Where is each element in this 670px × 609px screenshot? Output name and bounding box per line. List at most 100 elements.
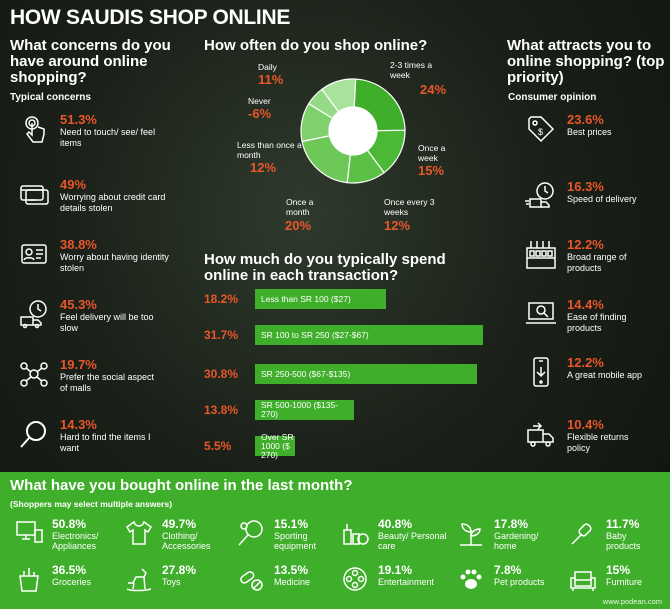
freq-pct-2-3-week: 24% (420, 82, 447, 97)
attract-label: A great mobile app (567, 370, 643, 380)
spend-bar: Over SR 1000 ($ 270) (255, 432, 295, 459)
bought-pct: 15.1% (274, 517, 309, 531)
attract-label: Broad range of products (567, 252, 627, 273)
bought-pct: 7.8% (494, 563, 522, 577)
bought-item: 15% Furniture (568, 564, 642, 594)
attract-pct: 16.3% (567, 179, 604, 194)
bought-section: What have you bought online in the last … (0, 472, 670, 609)
clothing-icon (124, 518, 154, 548)
concern-item: 19.7% Prefer the social aspect of malls (18, 358, 193, 394)
bought-label: Clothing/ Accessories (162, 531, 211, 551)
attract-item: 12.2% A great mobile app (525, 356, 665, 388)
social-group-icon (18, 358, 50, 390)
attract-label: Flexible returns policy (567, 432, 629, 453)
attract-item: 14.4% Ease of finding products (525, 298, 665, 334)
bought-pct: 19.1% (378, 563, 413, 577)
freq-pct-less-month: 12% (250, 160, 277, 175)
concern-label: Feel delivery will be too slow (60, 312, 154, 333)
concern-pct: 38.8% (60, 237, 97, 252)
bought-pct: 50.8% (52, 517, 87, 531)
attract-pct: 10.4% (567, 417, 604, 432)
spend-bar: Less than SR 100 ($27) (255, 289, 386, 309)
attracts-subheading: Consumer opinion (508, 92, 597, 103)
concern-label: Prefer the social aspect of malls (60, 372, 155, 393)
freq-pct-daily: 11% (258, 72, 284, 87)
returns-truck-icon (525, 418, 557, 450)
laptop-search-icon (525, 298, 557, 330)
bought-pct: 11.7% (606, 517, 640, 531)
bought-label: Toys (162, 577, 181, 587)
bought-item: 50.8% Electronics/ Appliances (14, 518, 114, 551)
freq-label-never: Never (248, 96, 271, 106)
concern-item: 49% Worrying about credit card details st… (18, 178, 193, 214)
attract-item: 10.4% Flexible returns policy (525, 418, 665, 454)
bought-label: Electronics/ Appliances (52, 531, 99, 551)
fast-delivery-icon (525, 180, 557, 212)
attracts-heading: What attracts you to online shopping? (t… (507, 37, 665, 86)
entertainment-icon (340, 564, 370, 594)
gardening-icon (456, 518, 486, 548)
bought-label: Sporting equipment (274, 531, 317, 551)
bought-item: 27.8% Toys (124, 564, 196, 594)
sports-icon (236, 518, 266, 548)
freq-pct-once-week: 15% (418, 163, 445, 178)
attract-pct: 23.6% (567, 112, 604, 127)
bought-pct: 40.8% (378, 517, 413, 531)
bought-pct: 49.7% (162, 517, 197, 531)
spend-bar: SR 500-1000 ($135-270) (255, 400, 354, 420)
identity-card-icon (18, 238, 50, 270)
beauty-icon (340, 518, 370, 548)
shelves-icon (525, 238, 557, 270)
bought-label: Pet products (494, 577, 545, 587)
freq-label-once-month: Once a month (286, 197, 314, 217)
touch-icon (18, 113, 50, 145)
spend-pct: 18.2% (204, 292, 239, 306)
freq-label-daily: Daily (258, 62, 277, 72)
frequency-donut (300, 78, 406, 184)
spend-bar: SR 100 to SR 250 ($27-$67) (255, 325, 483, 345)
freq-label-once-week: Once a week (418, 143, 446, 163)
bought-item: 13.5% Medicine (236, 564, 310, 594)
spend-pct: 5.5% (204, 439, 232, 453)
bought-pct: 15% (606, 563, 631, 577)
mobile-app-icon (525, 356, 557, 388)
freq-pct-3-weeks: 12% (384, 218, 411, 233)
bought-label: Gardening/ home (494, 531, 539, 551)
bought-subheading: (Shoppers may select multiple answers) (10, 499, 173, 509)
bought-label: Medicine (274, 577, 311, 587)
spend-pct: 30.8% (204, 367, 239, 381)
bought-item: 49.7% Clothing/ Accessories (124, 518, 224, 551)
freq-pct-once-month: 20% (285, 218, 312, 233)
concern-pct: 51.3% (60, 112, 97, 127)
bought-label: Baby products (606, 531, 641, 551)
bought-item: 36.5% Groceries (14, 564, 91, 594)
concern-item: 51.3% Need to touch/ see/ feel items (18, 113, 193, 149)
concern-pct: 14.3% (60, 417, 97, 432)
bought-item: 17.8% Gardening/ home (456, 518, 554, 551)
concern-pct: 45.3% (60, 297, 97, 312)
bought-label: Furniture (606, 577, 643, 587)
medicine-icon (236, 564, 266, 594)
bought-item: 19.1% Entertainment (340, 564, 434, 594)
concern-pct: 49% (60, 177, 87, 192)
bought-item: 11.7% Baby products (568, 518, 662, 551)
bought-pct: 36.5% (52, 563, 87, 577)
groceries-icon (14, 564, 44, 594)
attract-item: 16.3% Speed of delivery (525, 180, 665, 212)
attract-item: 12.2% Broad range of products (525, 238, 665, 274)
freq-label-less-month: Less than once a month (237, 140, 302, 160)
baby-icon (568, 518, 598, 548)
concern-item: 45.3% Feel delivery will be too slow (18, 298, 193, 334)
credit-card-icon (18, 178, 50, 210)
bought-label: Beauty/ Personal care (378, 531, 447, 551)
attract-label: Ease of finding products (567, 312, 627, 333)
bought-label: Groceries (52, 577, 92, 587)
bought-item: 40.8% Beauty/ Personal care (340, 518, 448, 551)
electronics-icon (14, 518, 44, 548)
concern-item: 14.3% Hard to find the items I want (18, 418, 193, 454)
concerns-heading: What concerns do you have around online … (10, 37, 171, 86)
price-tag-icon: $ (525, 113, 557, 145)
attract-item: $ 23.6% Best prices (525, 113, 665, 145)
spend-pct: 13.8% (204, 403, 239, 417)
credit-text: www.podean.com (602, 597, 662, 606)
